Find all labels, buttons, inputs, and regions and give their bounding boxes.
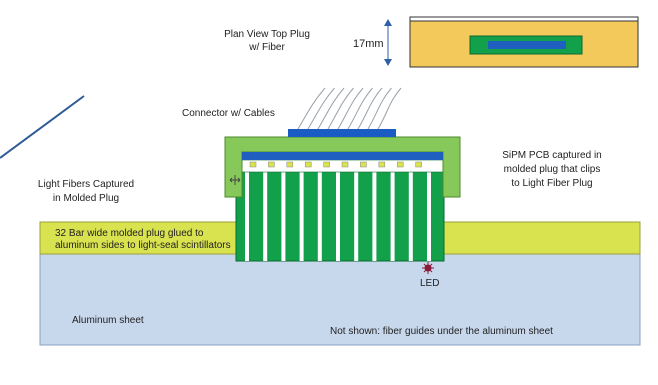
bar-gap (281, 172, 286, 261)
cable-wire (337, 87, 364, 130)
not-shown-note: Not shown: fiber guides under the alumin… (330, 326, 553, 337)
sipm-pads (249, 161, 422, 168)
plan-view-title: Plan View Top Plug (224, 29, 310, 40)
cable-wire (357, 87, 383, 130)
sipm-pad (249, 161, 257, 168)
plan-view-fiber (488, 41, 566, 49)
sipm-pad (396, 161, 404, 168)
bar-gap (390, 172, 395, 261)
move-cursor-icon (229, 175, 241, 185)
sipm-pcb (242, 152, 443, 160)
sipm-pad (341, 161, 349, 168)
led-label: LED (420, 278, 439, 289)
bar-gap (427, 172, 431, 261)
cable-wire (317, 87, 345, 130)
aluminum-label: Aluminum sheet (72, 315, 144, 326)
sipm-pad (360, 161, 367, 168)
sipm-pad (304, 161, 312, 168)
aluminum-sheet (39, 252, 641, 346)
bar-gap (336, 172, 340, 261)
fibers-label-1: Light Fibers Captured (38, 179, 134, 190)
pointer-line (0, 95, 85, 159)
cable-wire (367, 87, 392, 130)
cable-wire (307, 87, 335, 130)
bar-label-1: 32 Bar wide molded plug glued to (55, 228, 204, 239)
connector-label: Connector w/ Cables (182, 108, 275, 119)
sipm-pad (323, 161, 330, 168)
cable-wire (377, 87, 402, 130)
cables (297, 87, 402, 130)
cable-wire (297, 87, 326, 130)
scintillator-bars (235, 159, 445, 262)
fibers-label-2: in Molded Plug (53, 193, 119, 204)
cable-wire (347, 87, 373, 130)
bar-label-2: aluminum sides to light-seal scintillato… (55, 240, 231, 251)
sipm-pad (286, 161, 294, 168)
plan-view-top-edge (409, 16, 639, 22)
cable-wire (327, 87, 354, 130)
bar-gap (317, 172, 322, 261)
sipm-pad (378, 161, 386, 168)
sipm-pad (415, 161, 422, 168)
sipm-label-1: SiPM PCB captured in (502, 150, 602, 161)
dimension-label: 17mm (353, 38, 384, 50)
sipm-label-3: to Light Fiber Plug (511, 178, 592, 189)
bar-gap (354, 172, 359, 261)
sipm-pad (268, 161, 275, 168)
sipm-label-2: molded plug that clips (504, 164, 601, 175)
bar-gap (299, 172, 304, 261)
connector (288, 129, 396, 137)
bar-gap (245, 172, 249, 261)
bar-gap (408, 172, 413, 261)
bar-gap (263, 172, 268, 261)
led-rays (422, 262, 434, 274)
plan-view-subtitle: w/ Fiber (248, 42, 285, 53)
dimension-arrow (384, 19, 392, 66)
bar-gap (372, 172, 377, 261)
